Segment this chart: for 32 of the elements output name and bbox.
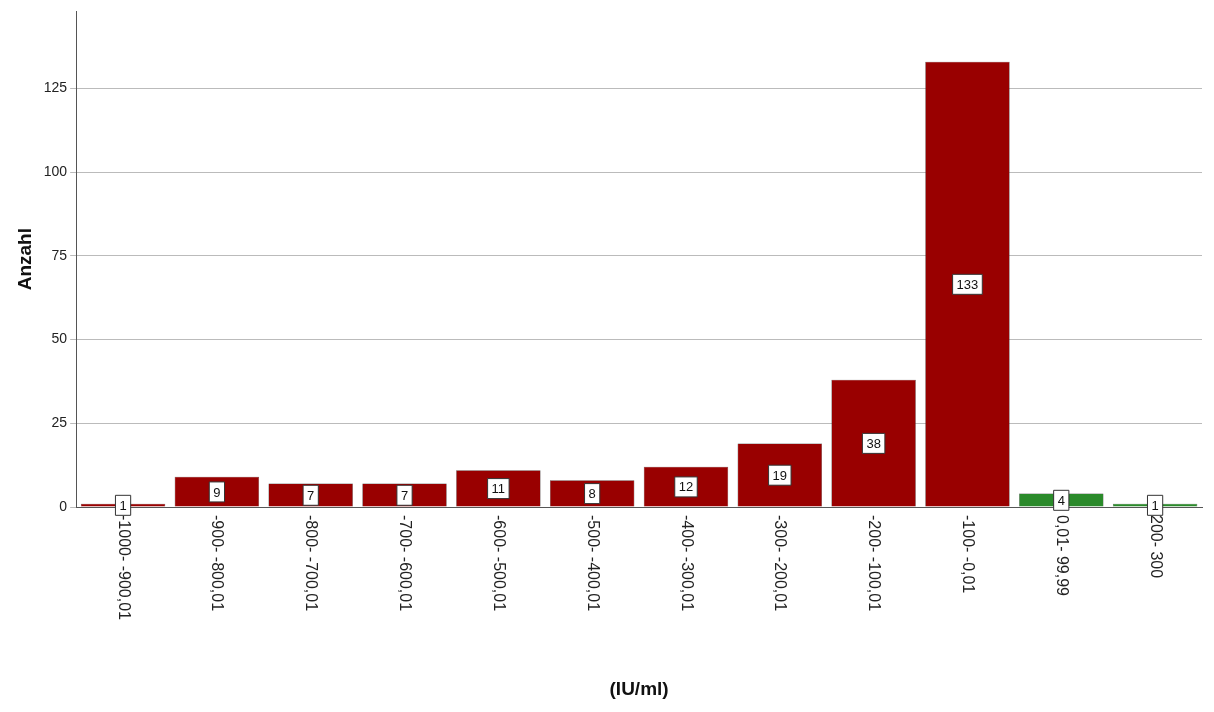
x-tick-label: -700- -600,01 <box>397 515 415 612</box>
x-tick-label: -900- -800,01 <box>209 515 227 612</box>
x-tick-label: -600- -500,01 <box>490 515 508 612</box>
data-label: 11 <box>491 481 506 497</box>
x-tick-label: -300- -200,01 <box>772 515 790 612</box>
data-label: 19 <box>772 467 788 483</box>
x-tick-label: -400- -300,01 <box>678 515 696 612</box>
y-axis-title: Anzahl <box>13 228 35 291</box>
data-label: 7 <box>400 487 409 503</box>
y-tick-label: 0 <box>59 497 68 514</box>
y-tick-label: 75 <box>51 246 68 263</box>
x-tick-label: -1000- -900,01 <box>115 515 133 621</box>
x-tick-label: -500- -400,01 <box>584 515 602 612</box>
data-label: 7 <box>307 487 315 503</box>
data-label: 4 <box>1057 492 1065 508</box>
y-tick-label: 25 <box>51 414 68 431</box>
y-tick-label: 50 <box>51 330 68 347</box>
x-tick-label: 200- 300 <box>1147 515 1165 579</box>
x-tick-label: -100- -0,01 <box>960 515 978 594</box>
data-label: 1 <box>119 497 127 513</box>
data-label: 9 <box>213 484 221 500</box>
x-tick-label: -800- -700,01 <box>303 515 321 612</box>
y-tick-label: 100 <box>43 162 68 179</box>
data-label: 133 <box>956 276 979 292</box>
data-label: 8 <box>588 486 596 502</box>
y-tick-label: 125 <box>43 79 68 96</box>
x-tick-label: -200- -100,01 <box>866 515 884 612</box>
data-label: 1 <box>1151 497 1159 513</box>
x-axis-title: (IU/ml) <box>609 678 669 700</box>
data-label: 12 <box>678 479 694 495</box>
data-label: 38 <box>866 435 881 451</box>
x-tick-label: 0,01- 99,99 <box>1053 515 1071 597</box>
